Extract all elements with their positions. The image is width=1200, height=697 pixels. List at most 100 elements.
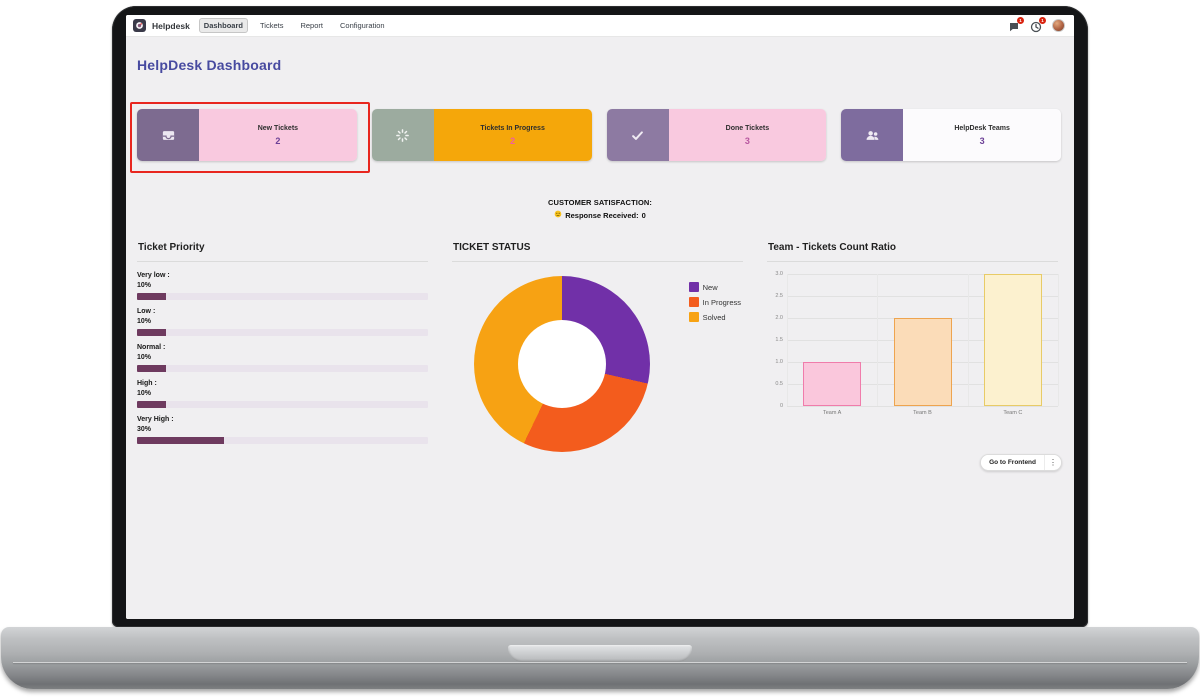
kpi-card-done-tickets[interactable]: Done Tickets 3 [606,109,827,161]
nav-item-configuration[interactable]: Configuration [339,21,385,30]
x-tick-team-a: Team A [822,410,842,416]
kpi-value: 3 [979,135,985,146]
satisfaction-label: Response Received: [565,210,639,220]
bar-team-a[interactable] [803,362,862,406]
section-title: Team - Tickets Count Ratio [767,237,1058,262]
main-menu: Dashboard Tickets Report Configuration [198,18,390,33]
spinner-icon [371,109,434,161]
legend-item-in-progress: In Progress [688,297,741,307]
section-ticket-status: TICKET STATUS New [452,237,743,456]
priority-row-high: High : 10% [137,379,428,408]
y-tick: 0 [779,403,783,409]
legend-swatch [688,312,699,322]
team-chart-plot [787,274,1059,407]
section-ticket-priority: Ticket Priority Very low : 10% Low : 10% [137,237,428,456]
x-tick-team-b: Team B [913,410,932,416]
nav-item-dashboard[interactable]: Dashboard [198,18,248,33]
check-icon [606,109,669,161]
go-to-frontend-button[interactable]: Go to Frontend [981,455,1044,470]
priority-bar [137,401,428,408]
priority-row-low: Low : 10% [137,307,428,336]
nav-item-tickets[interactable]: Tickets [259,21,284,30]
priority-row-normal: Normal : 10% [137,343,428,372]
priority-percent: 10% [137,390,152,397]
priority-row-very-high: Very High : 30% [137,415,428,444]
priority-percent: 30% [137,426,152,433]
team-icon [841,109,904,161]
kpi-value: 2 [510,135,516,146]
frontend-controls: Go to Frontend ⋮ [980,454,1062,471]
charts-row: Ticket Priority Very low : 10% Low : 10% [137,237,1059,456]
top-navbar: Helpdesk Dashboard Tickets Report Config… [126,15,1074,37]
team-bar-chart: 3.0 2.5 2.0 1.5 1.0 0.5 0 [767,271,1059,416]
laptop-screen: Helpdesk Dashboard Tickets Report Config… [126,15,1074,619]
page-title: HelpDesk Dashboard [137,57,282,73]
priority-label: Low : [137,308,156,315]
ticket-status-donut [474,276,650,452]
y-tick: 0.5 [775,381,783,387]
priority-percent: 10% [137,282,152,289]
section-team-tickets-ratio: Team - Tickets Count Ratio 3.0 2.5 2.0 1… [767,237,1059,456]
satisfaction-value: 0 [641,210,646,220]
kpi-title: Done Tickets [725,124,770,132]
laptop-base-seam [13,662,1187,663]
activities-badge: 1 [1039,16,1046,24]
priority-bar-list: Very low : 10% Low : 10% Normal : [137,271,428,444]
satisfaction-title: CUSTOMER SATISFACTION: [547,198,652,207]
kpi-card-helpdesk-teams[interactable]: HelpDesk Teams 3 [841,109,1061,161]
legend-label: Solved [702,312,726,322]
kpi-card-new-tickets[interactable]: New Tickets 2 [137,109,357,161]
dashboard-content: HelpDesk Dashboard New Tickets 2 [126,37,1074,619]
legend-label: In Progress [702,297,741,307]
priority-label: Very low : [137,272,170,279]
kpi-title: New Tickets [257,124,299,132]
kpi-value: 2 [275,135,281,146]
legend-swatch [688,282,699,292]
customer-satisfaction: CUSTOMER SATISFACTION: Response Received… [126,198,1074,220]
priority-bar [137,437,428,444]
x-axis: Team A Team B Team C [787,410,1058,416]
x-tick-team-c: Team C [1003,410,1023,416]
kpi-card-tickets-in-progress[interactable]: Tickets In Progress 2 [371,109,592,161]
activities-clock-icon[interactable]: 1 [1030,16,1046,32]
priority-percent: 10% [137,318,152,325]
bar-team-b[interactable] [893,318,952,406]
neutral-face-icon [554,210,562,220]
priority-bar [137,365,428,372]
priority-bar [137,293,428,300]
kpi-value: 3 [744,135,750,146]
y-tick: 3.0 [775,271,783,277]
legend-label: New [702,282,718,292]
y-tick: 2.0 [775,315,783,321]
messages-badge: 1 [1017,16,1024,24]
ticket-status-chart: New In Progress Solved [452,274,743,456]
user-avatar[interactable] [1052,19,1065,32]
priority-label: High : [137,380,157,387]
kebab-menu-icon[interactable]: ⋮ [1044,455,1061,470]
priority-percent: 10% [137,354,152,361]
y-tick: 1.5 [775,337,783,343]
y-tick: 2.5 [775,293,783,299]
kpi-title: HelpDesk Teams [954,124,1010,132]
app-name: Helpdesk [152,20,190,31]
legend-swatch [688,297,699,307]
inbox-icon [137,109,199,161]
laptop-base [1,627,1199,689]
legend-item-solved: Solved [688,312,741,322]
helpdesk-app-logo-icon[interactable] [133,19,146,32]
bar-team-c[interactable] [983,274,1042,406]
laptop-notch [508,645,692,662]
donut-legend: New In Progress Solved [688,282,741,327]
y-tick: 1.0 [775,359,783,365]
priority-row-very-low: Very low : 10% [137,271,428,300]
kpi-row: New Tickets 2 [137,109,1061,161]
priority-label: Normal : [137,344,166,351]
section-title: TICKET STATUS [452,237,743,262]
nav-item-report[interactable]: Report [300,21,323,30]
priority-bar [137,329,428,336]
messages-icon[interactable]: 1 [1008,16,1024,32]
y-axis: 3.0 2.5 2.0 1.5 1.0 0.5 0 [767,271,787,409]
section-title: Ticket Priority [137,237,428,262]
priority-label: Very High : [137,416,174,423]
